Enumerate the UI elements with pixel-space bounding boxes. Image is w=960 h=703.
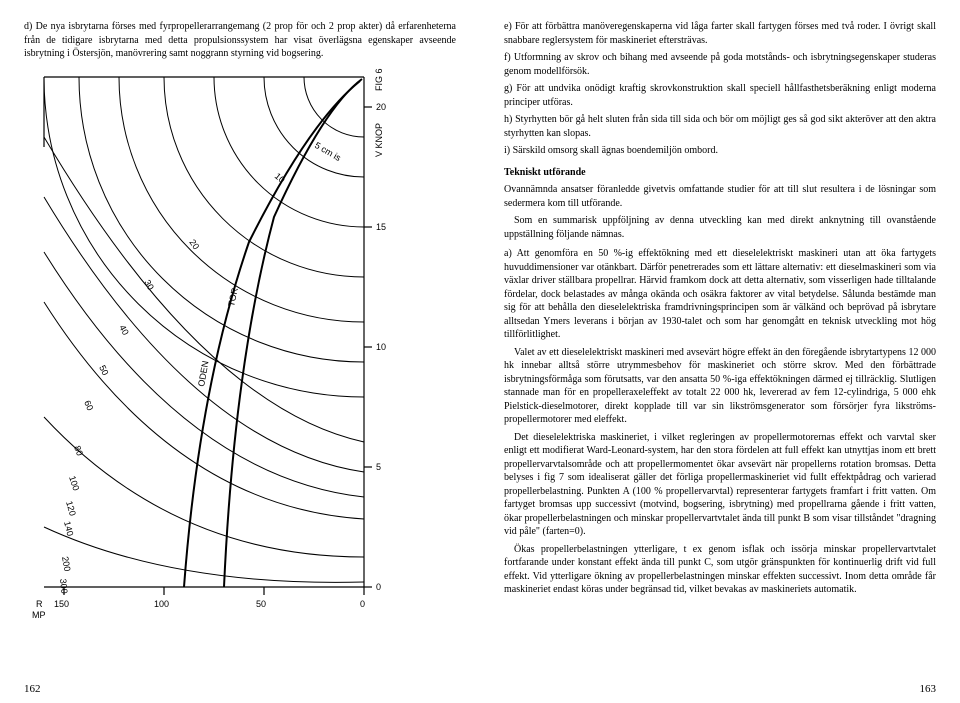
xtick-50: 50	[256, 599, 266, 609]
para-a4: Ökas propellerbelastningen ytterligare, …	[504, 543, 936, 597]
svg-text:50: 50	[97, 363, 110, 376]
svg-text:120: 120	[64, 499, 78, 516]
label-oden: ODEN	[196, 359, 210, 386]
para-d: d) De nya isbrytarna förses med fyrprope…	[24, 20, 456, 61]
para-a2: Valet av ett dieselelektriskt maskineri …	[504, 346, 936, 427]
x-axis-label-mp: MP	[32, 610, 46, 620]
ytick-10: 10	[376, 342, 386, 352]
para-a: a) Att genomföra en 50 %-ig effektökning…	[504, 247, 936, 342]
svg-text:140: 140	[62, 520, 75, 537]
xtick-100: 100	[154, 599, 169, 609]
figure-6: FIG 6 V KNOP 0 5 10 15 20 R MP 0 50	[24, 67, 404, 627]
para-t1: Ovannämnda ansatser föranledde givetvis …	[504, 183, 936, 210]
right-page: e) För att förbättra manöveregenskaperna…	[480, 0, 960, 703]
page-number-left: 162	[24, 683, 41, 695]
svg-text:100: 100	[67, 474, 81, 491]
xtick-150: 150	[54, 599, 69, 609]
page-spread: d) De nya isbrytarna förses med fyrprope…	[0, 0, 960, 703]
para-g: g) För att undvika onödigt kraftig skrov…	[504, 82, 936, 109]
para-a3: Det dieselelektriska maskineriet, i vilk…	[504, 431, 936, 539]
svg-text:5 cm is: 5 cm is	[313, 140, 343, 163]
xtick-0: 0	[360, 599, 365, 609]
para-t2: Som en summarisk uppföljning av denna ut…	[504, 214, 936, 241]
svg-text:300: 300	[58, 578, 70, 594]
svg-text:60: 60	[82, 398, 95, 411]
ytick-15: 15	[376, 222, 386, 232]
fig-label: FIG 6	[374, 68, 384, 91]
svg-text:40: 40	[117, 323, 131, 337]
para-h: h) Styrhytten bör gå helt sluten från si…	[504, 113, 936, 140]
svg-text:200: 200	[60, 555, 72, 572]
ytick-20: 20	[376, 102, 386, 112]
para-e: e) För att förbättra manöveregenskaperna…	[504, 20, 936, 47]
page-number-right: 163	[920, 683, 937, 695]
para-i: i) Särskild omsorg skall ägnas boendemil…	[504, 144, 936, 158]
fig6-svg: FIG 6 V KNOP 0 5 10 15 20 R MP 0 50	[24, 67, 404, 627]
y-axis-label: V KNOP	[374, 122, 384, 156]
ytick-0: 0	[376, 582, 381, 592]
x-axis-label-r: R	[36, 599, 43, 609]
left-page: d) De nya isbrytarna förses med fyrprope…	[0, 0, 480, 703]
para-f: f) Utformning av skrov och bihang med av…	[504, 51, 936, 78]
svg-text:30: 30	[142, 278, 156, 292]
heading-tekniskt: Tekniskt utförande	[504, 166, 936, 180]
resistance-curves	[44, 77, 364, 582]
ytick-5: 5	[376, 462, 381, 472]
